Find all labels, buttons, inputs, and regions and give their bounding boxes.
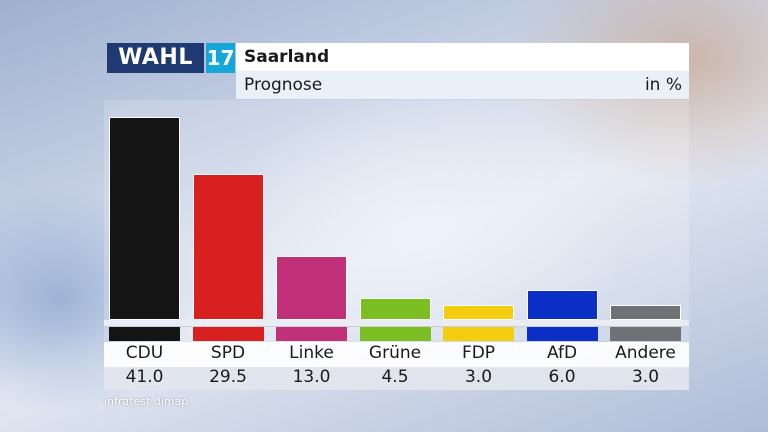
value-label: 29.5 (209, 367, 247, 387)
bar-stub-spd (192, 327, 264, 341)
chart-title: Saarland (244, 47, 330, 67)
bar-grüne (359, 297, 431, 320)
bar-stub-grüne (359, 327, 431, 341)
bar-stub-cdu (109, 327, 180, 341)
bar-stub-fdp (443, 327, 514, 341)
chart-subtitle: Prognose (244, 75, 323, 95)
category-label: Linke (289, 343, 334, 363)
category-label: AfD (546, 343, 578, 363)
value-label: 13.0 (292, 367, 331, 387)
bar-andere (610, 305, 681, 320)
bar-stub-andere (610, 327, 681, 341)
bar-linke (276, 255, 347, 320)
bar-spd (192, 173, 264, 320)
value-label: 3.0 (464, 367, 493, 387)
bar-afd (526, 290, 598, 320)
category-label: Grüne (368, 343, 422, 363)
category-label: SPD (210, 343, 246, 363)
value-label-row (104, 367, 689, 390)
unit-label: in % (644, 75, 682, 95)
value-label: 3.0 (631, 367, 660, 387)
bar-cdu (109, 116, 180, 320)
category-label: Andere (615, 343, 676, 363)
bar-stub-linke (276, 327, 347, 341)
source-credit: infratest dimap (104, 395, 189, 408)
value-label: 4.5 (381, 367, 409, 387)
wahl-logo-number: 17 (206, 43, 235, 73)
wahl-logo: WAHL (107, 43, 204, 73)
value-label: 41.0 (125, 367, 164, 387)
bar-fdp (443, 305, 514, 320)
bar-stub-afd (526, 327, 598, 341)
value-label: 6.0 (548, 367, 576, 387)
category-label: FDP (461, 343, 496, 363)
chart-baseline (104, 320, 689, 327)
category-label-row (104, 342, 689, 368)
category-label: CDU (125, 343, 164, 363)
header-subrow (236, 71, 689, 99)
